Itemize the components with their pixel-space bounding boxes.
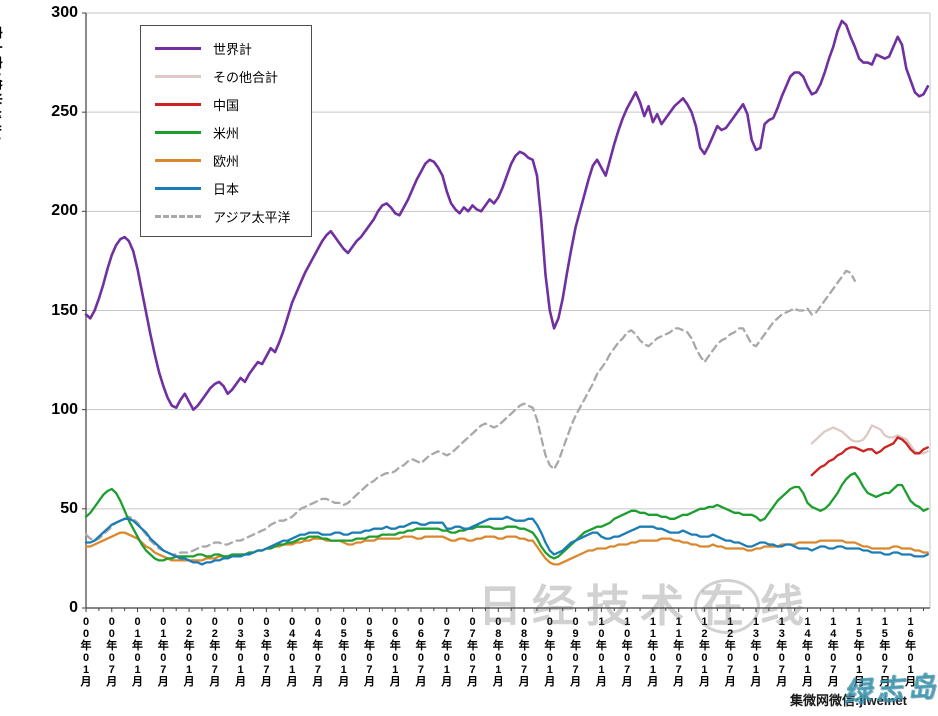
x-tick-label: 0 8 年 0 7 月 <box>518 616 530 688</box>
x-tick-label: 0 7 年 0 7 月 <box>467 616 479 688</box>
legend-swatch-japan <box>155 186 201 190</box>
x-tick-label: 1 4 年 0 1 月 <box>802 616 814 688</box>
y-tick-label: 300 <box>51 4 78 21</box>
legend-item-others-total: その他合計 <box>141 62 311 90</box>
watermark-circled-char: 在 <box>694 579 760 634</box>
series-line-china <box>810 436 929 477</box>
x-tick-label: 1 5 年 0 7 月 <box>879 616 891 688</box>
x-tick-label: 0 9 年 0 7 月 <box>570 616 582 688</box>
y-tick-label: 250 <box>51 103 78 121</box>
x-tick-label: 1 3 年 0 1 月 <box>750 616 762 688</box>
legend-swatch-americas <box>155 130 201 134</box>
legend-item-asia-pacific: アジア太平洋 <box>141 202 311 230</box>
x-tick-label: 1 2 年 0 7 月 <box>724 616 736 688</box>
y-axis-title: 売上高(億米ドル) <box>0 26 3 144</box>
legend-swatch-china <box>155 102 201 106</box>
x-tick-label: 1 1 年 0 7 月 <box>673 616 685 688</box>
x-tick-label: 0 2 年 0 1 月 <box>183 616 195 688</box>
legend-label-china: 中国 <box>213 97 240 113</box>
x-tick-label: 0 0 年 0 1 月 <box>80 616 92 688</box>
series-line-world-total <box>84 19 930 412</box>
legend-item-europe: 欧州 <box>141 146 311 174</box>
watermark-char: 技 <box>586 582 640 631</box>
legend-swatch-asia-pacific <box>155 214 201 218</box>
x-tick-label: 1 0 年 0 7 月 <box>621 616 633 688</box>
x-tick-label: 0 5 年 0 1 月 <box>338 616 350 688</box>
x-tick-label: 0 3 年 0 7 月 <box>260 616 272 688</box>
x-tick-label: 0 3 年 0 1 月 <box>235 616 247 688</box>
x-tick-label: 0 2 年 0 7 月 <box>209 616 221 688</box>
x-tick-label: 0 1 年 0 7 月 <box>157 616 169 688</box>
series-line-japan <box>84 515 929 566</box>
x-tick-label: 1 5 年 0 1 月 <box>853 616 865 688</box>
y-tick-label: 150 <box>51 301 78 319</box>
legend-item-americas: 米州 <box>141 118 311 146</box>
x-tick-label: 1 1 年 0 1 月 <box>647 616 659 688</box>
x-tick-label: 0 4 年 0 1 月 <box>286 616 298 688</box>
x-tick-label: 0 6 年 0 7 月 <box>415 616 427 688</box>
watermark-overlay-script: 绿志岛 <box>842 670 938 709</box>
x-tick-label: 1 4 年 0 7 月 <box>827 616 839 688</box>
watermark-char: 经 <box>532 582 586 631</box>
legend: 世界計その他合計中国米州欧州日本アジア太平洋 <box>140 25 312 237</box>
legend-label-americas: 米州 <box>213 125 240 141</box>
legend-label-japan: 日本 <box>213 181 240 197</box>
y-tick-label: 200 <box>51 202 78 220</box>
y-tick-label: 0 <box>69 599 78 616</box>
legend-label-europe: 欧州 <box>213 153 240 169</box>
legend-item-world-total: 世界計 <box>141 34 311 62</box>
x-tick-label: 0 9 年 0 1 月 <box>544 616 556 688</box>
x-tick-label: 0 5 年 0 7 月 <box>363 616 375 688</box>
x-tick-label: 0 4 年 0 7 月 <box>312 616 324 688</box>
x-tick-label: 0 6 年 0 1 月 <box>389 616 401 688</box>
y-tick-label: 100 <box>51 400 78 418</box>
legend-label-asia-pacific: アジア太平洋 <box>213 209 291 225</box>
watermark-char: 线 <box>760 582 814 631</box>
x-tick-label: 1 0 年 0 1 月 <box>595 616 607 688</box>
watermark-char: 日 <box>478 582 532 631</box>
legend-swatch-world-total <box>155 46 201 50</box>
x-tick-label: 0 8 年 0 1 月 <box>492 616 504 688</box>
legend-label-others-total: その他合計 <box>213 69 279 85</box>
legend-item-japan: 日本 <box>141 174 311 202</box>
series-line-others-total <box>810 424 929 455</box>
legend-swatch-europe <box>155 158 201 162</box>
watermark-bottom-right: 集微网微信:jiweinet <box>790 693 908 708</box>
x-tick-label: 1 2 年 0 1 月 <box>698 616 710 688</box>
watermark-char: 术 <box>640 582 694 631</box>
legend-label-world-total: 世界計 <box>213 41 253 57</box>
x-tick-label: 1 3 年 0 7 月 <box>776 616 788 688</box>
x-tick-label: 1 6 年 0 1 月 <box>905 616 917 688</box>
x-tick-label: 0 0 年 0 7 月 <box>106 616 118 688</box>
watermark-center: 日经技术在线 <box>478 570 814 634</box>
x-tick-label: 0 7 年 0 1 月 <box>441 616 453 688</box>
legend-swatch-others-total <box>155 74 201 78</box>
y-tick-label: 50 <box>60 499 78 517</box>
series-line-asia-pacific <box>84 269 856 556</box>
legend-item-china: 中国 <box>141 90 311 118</box>
series-line-americas <box>84 471 929 562</box>
x-tick-label: 0 1 年 0 1 月 <box>132 616 144 688</box>
